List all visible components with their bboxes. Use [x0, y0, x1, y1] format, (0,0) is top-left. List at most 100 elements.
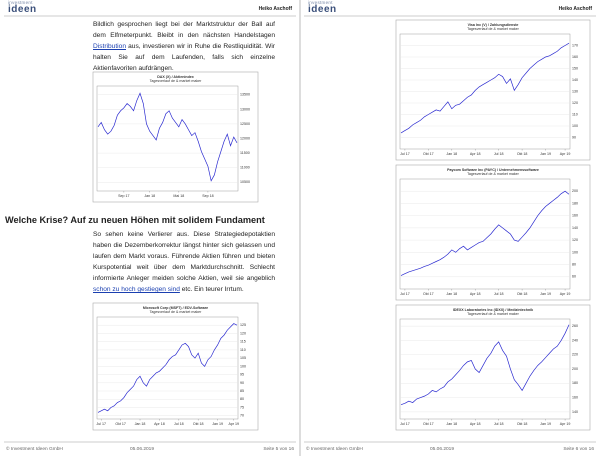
chart-frame — [395, 19, 591, 161]
y-tick-label: 90 — [572, 135, 576, 139]
logo-large: ideen — [308, 4, 337, 15]
footer-company: © Investment Ideen GmbH — [306, 447, 363, 452]
y-tick-label: 140 — [572, 410, 578, 414]
x-tick-label: Apr 19 — [560, 152, 571, 156]
y-tick-label: 100 — [572, 124, 578, 128]
x-tick-label: Apr 18 — [470, 292, 481, 296]
y-tick-label: 180 — [572, 201, 578, 205]
y-tick-label: 95 — [240, 373, 244, 377]
logo-small: investment — [8, 0, 33, 5]
price-line — [400, 190, 570, 276]
y-tick-label: 180 — [572, 381, 578, 385]
section-heading: Welche Krise? Auf zu neuen Höhen mit sol… — [5, 215, 265, 225]
x-tick-label: Jan 19 — [540, 292, 551, 296]
text: So sehen keine Verlierer aus. Diese Stra… — [93, 231, 275, 282]
chart-subtitle: Tagesverlauf de & market maker — [467, 27, 520, 31]
x-tick-label: Jan 19 — [212, 422, 223, 426]
chart-subtitle: Tagesverlauf de & market maker — [150, 310, 203, 314]
x-tick-label: Sep 17 — [118, 194, 129, 198]
x-tick-label: Okt 17 — [423, 422, 434, 426]
plot-area — [399, 178, 571, 290]
x-tick-label: Okt 17 — [115, 422, 126, 426]
link[interactable]: schon zu hoch gestiegen sind — [93, 286, 180, 293]
y-tick-label: 70 — [240, 414, 244, 418]
y-tick-label: 13500 — [240, 93, 250, 97]
x-tick-label: Okt 18 — [517, 292, 528, 296]
x-tick-label: Jul 18 — [494, 152, 504, 156]
x-tick-label: Jan 18 — [446, 422, 457, 426]
x-tick-label: Jan 19 — [540, 152, 551, 156]
x-tick-label: Okt 18 — [517, 422, 528, 426]
y-tick-label: 140 — [572, 226, 578, 230]
price-line — [400, 42, 570, 134]
y-tick-label: 140 — [572, 78, 578, 82]
x-tick-label: Jul 18 — [174, 422, 184, 426]
x-tick-label: Jul 17 — [96, 422, 106, 426]
y-tick-label: 85 — [240, 389, 244, 393]
chart-title: Microsoft Corp (MSFT) / EDV-Software — [143, 306, 208, 310]
footer-company: © Investment Ideen GmbH — [6, 447, 63, 452]
y-tick-label: 110 — [572, 112, 578, 116]
y-tick-label: 115 — [240, 340, 246, 344]
y-tick-label: 200 — [572, 367, 578, 371]
link[interactable]: Distribution — [93, 43, 126, 50]
price-line — [97, 323, 238, 413]
y-tick-label: 12000 — [240, 136, 250, 140]
x-tick-label: Okt 17 — [423, 292, 434, 296]
y-tick-label: 260 — [572, 324, 578, 328]
y-tick-label: 170 — [572, 43, 578, 47]
paragraph: So sehen keine Verlierer aus. Diese Stra… — [93, 229, 275, 295]
chart-title: IDEXX Laboratories Inc (IDXX) / Medizint… — [453, 308, 533, 312]
logo-small: investment — [308, 0, 333, 5]
x-tick-label: Okt 17 — [423, 152, 434, 156]
author: Heiko Aschoff — [258, 6, 292, 12]
footer-date: 05.06.2019 — [430, 447, 455, 452]
price-line — [400, 324, 570, 406]
x-tick-label: Okt 18 — [517, 152, 528, 156]
y-tick-label: 75 — [240, 405, 244, 409]
y-tick-label: 110 — [240, 348, 246, 352]
x-tick-label: Jan 18 — [446, 292, 457, 296]
chart-title: Visa Inc (V) / Zahlungsdienste — [468, 23, 519, 27]
y-tick-label: 11000 — [240, 166, 250, 170]
y-tick-label: 220 — [572, 353, 578, 357]
text: aus, investieren wir in Ruhe die Restliq… — [93, 43, 275, 72]
x-tick-label: Okt 18 — [193, 422, 204, 426]
chart-subtitle: Tagesverlauf de & market maker — [467, 172, 520, 176]
chart-title: Paycom Software Inc (PAYC) / Unternehmen… — [447, 168, 539, 172]
x-tick-label: Mai 18 — [173, 194, 184, 198]
x-tick-label: Jul 18 — [494, 422, 504, 426]
y-tick-label: 120 — [572, 101, 578, 105]
y-tick-label: 200 — [572, 189, 578, 193]
x-tick-label: Apr 18 — [470, 152, 481, 156]
footer-page: Seite 5 von 16 — [263, 447, 294, 452]
y-tick-label: 13000 — [240, 107, 250, 111]
y-tick-label: 60 — [572, 275, 576, 279]
logo-large: ideen — [8, 4, 37, 15]
y-tick-label: 10500 — [240, 180, 250, 184]
y-tick-label: 80 — [240, 397, 244, 401]
x-tick-label: Apr 19 — [560, 422, 571, 426]
text: etc. Ein teurer Irrtum. — [179, 286, 244, 293]
y-tick-label: 120 — [240, 331, 246, 335]
x-tick-label: Jul 18 — [494, 292, 504, 296]
x-tick-label: Jul 17 — [400, 422, 410, 426]
y-tick-label: 11500 — [240, 151, 250, 155]
y-tick-label: 160 — [572, 214, 578, 218]
y-tick-label: 160 — [572, 396, 578, 400]
y-tick-label: 100 — [240, 364, 246, 368]
chart-frame — [395, 164, 591, 301]
x-tick-label: Apr 18 — [470, 422, 481, 426]
text: Bildlich gesprochen liegt bei der Markts… — [93, 21, 275, 39]
y-tick-label: 90 — [240, 381, 244, 385]
x-tick-label: Jul 17 — [400, 292, 410, 296]
chart-subtitle: Tagesverlauf de & market maker — [467, 312, 520, 316]
y-tick-label: 12500 — [240, 122, 250, 126]
y-tick-label: 80 — [572, 263, 576, 267]
x-tick-label: Jan 19 — [540, 422, 551, 426]
chart-frame — [92, 71, 259, 203]
y-tick-label: 120 — [572, 238, 578, 242]
chart-title: DAX (X) / Aktienindex — [157, 75, 194, 79]
